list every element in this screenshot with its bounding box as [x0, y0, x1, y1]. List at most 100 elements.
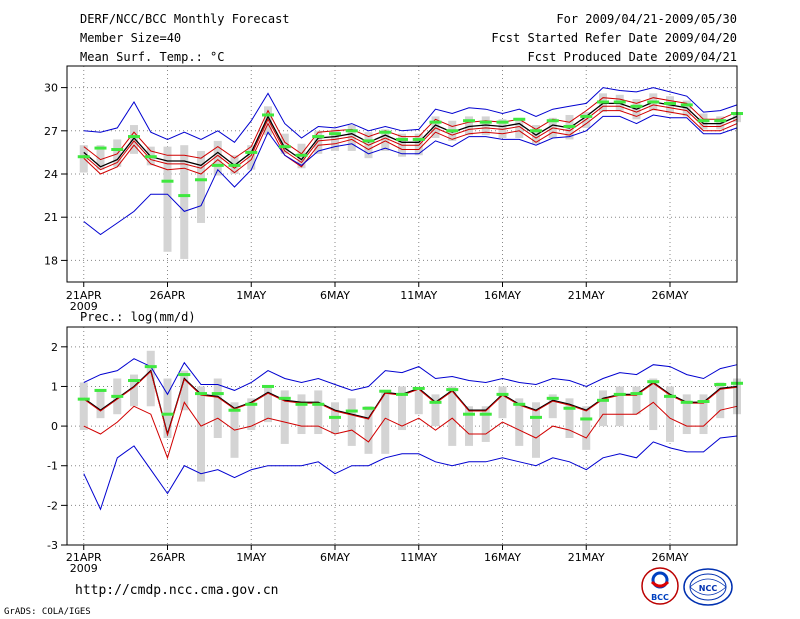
precipitation-frame [66, 326, 738, 546]
temperature-range-bar [79, 145, 88, 173]
temperature-range-bar [180, 145, 189, 259]
precipitation-xtick-label: 16MAY [484, 551, 521, 564]
precipitation-median-marker [546, 396, 559, 400]
precipitation-range-bar [649, 378, 658, 431]
precipitation-xtick-sublabel: 2009 [70, 562, 98, 575]
temperature-median-marker [144, 155, 157, 159]
precipitation-median-marker [496, 392, 509, 396]
precipitation-median-marker [647, 380, 660, 384]
temperature-range-bar [331, 129, 339, 151]
precipitation-median-marker [412, 386, 425, 390]
temperature-xtick-label: 21MAY [568, 289, 605, 302]
forecast-started-date: Fcst Started Refer Date 2009/04/20 [491, 31, 737, 45]
precipitation-median-marker [429, 400, 442, 404]
temperature-range-bar [515, 117, 524, 138]
temperature-range-bar [247, 145, 256, 170]
temperature-median-marker [446, 129, 459, 133]
precipitation-median-marker [597, 398, 609, 402]
precipitation-ytick-label: 0 [51, 420, 58, 433]
temperature-range-bar [716, 116, 725, 130]
temperature-median-marker [396, 137, 408, 141]
temperature-median-marker [496, 120, 509, 124]
temperature-median-marker [664, 101, 676, 105]
bcc-logo: BCC [641, 567, 679, 605]
precipitation-range-bar [96, 390, 105, 419]
ncc-logo: NCC [683, 568, 733, 606]
temperature-median-marker [161, 179, 174, 183]
precipitation-median-marker [446, 388, 459, 392]
temperature-median-marker [429, 120, 442, 124]
precipitation-range-bar [364, 406, 373, 454]
forecast-period: For 2009/04/21-2009/05/30 [556, 12, 737, 26]
precipitation-median-marker [697, 400, 710, 404]
precipitation-median-marker [664, 394, 676, 398]
temperature-median-marker [312, 135, 325, 139]
temperature-range-bar [163, 146, 172, 252]
precipitation-range-bar [398, 386, 406, 431]
precipitation-range-bar [448, 386, 457, 446]
temperature-series-upper-member [83, 97, 738, 161]
precipitation-range-bar [716, 382, 725, 419]
precipitation-median-marker [680, 400, 693, 404]
precipitation-series-member-line [83, 370, 738, 437]
temperature-median-marker [513, 117, 526, 121]
precipitation-median-marker [396, 392, 408, 396]
precipitation-range-bar [163, 378, 172, 438]
temperature-median-marker [278, 145, 291, 149]
temperature-median-marker [680, 103, 693, 107]
temperature-median-marker [128, 135, 140, 139]
temperature-range-bar [465, 116, 473, 136]
temperature-median-marker [345, 129, 358, 133]
temperature-ytick-label: 18 [44, 254, 58, 267]
precipitation-median-marker [128, 379, 140, 383]
temperature-median-marker [714, 119, 727, 123]
precipitation-median-marker [714, 382, 727, 386]
temperature-median-marker [178, 194, 191, 198]
temperature-series-member-line [83, 104, 738, 171]
temperature-range-bar [197, 150, 205, 223]
temperature-xtick-label: 11MAY [400, 289, 437, 302]
precipitation-series-ensemble-mean [83, 369, 738, 437]
precipitation-range-bar [682, 394, 691, 435]
precipitation-median-marker [379, 389, 392, 393]
temperature-median-marker [295, 153, 308, 157]
footer-url[interactable]: http://cmdp.ncc.cma.gov.cn [75, 583, 279, 598]
temperature-median-marker [530, 129, 542, 133]
grads-credit: GrADS: COLA/IGES [4, 607, 91, 617]
temperature-median-marker [563, 124, 576, 128]
precipitation-median-marker [295, 402, 308, 406]
precipitation-range-bar [197, 386, 205, 482]
precipitation-median-marker [144, 365, 157, 369]
temperature-range-bar [264, 106, 272, 136]
precipitation-ytick-label: -1 [47, 460, 58, 473]
temperature-xtick-label: 1MAY [236, 289, 266, 302]
precipitation-median-marker [77, 397, 90, 401]
variable-precipitation-label: Prec.: log(mm/d) [80, 310, 196, 324]
precipitation-series-lower-member [83, 401, 738, 460]
temperature-xtick-label: 26APR [150, 289, 186, 302]
precipitation-ytick-label: -3 [47, 539, 58, 552]
bcc-logo-text: BCC [651, 593, 669, 602]
precipitation-median-marker [563, 406, 576, 410]
temperature-xtick-label: 16MAY [484, 289, 521, 302]
precipitation-median-marker [111, 394, 124, 398]
temperature-range-bar [213, 140, 222, 176]
precipitation-median-marker [245, 402, 258, 406]
precipitation-median-marker [580, 417, 593, 421]
precipitation-xtick-label: 11MAY [400, 551, 437, 564]
precipitation-range-bar [347, 398, 356, 446]
precipitation-median-marker [195, 392, 207, 396]
precipitation-range-bar [314, 390, 323, 435]
precipitation-range-bar [414, 390, 423, 415]
temperature-ytick-label: 27 [44, 125, 58, 138]
precipitation-range-bar [481, 406, 490, 442]
temperature-median-marker [697, 119, 710, 123]
precipitation-xtick-label: 1MAY [236, 551, 266, 564]
precipitation-series-spread-min [83, 435, 738, 511]
temperature-series-spread-min [83, 114, 738, 236]
precipitation-median-marker [362, 406, 375, 410]
temperature-median-marker [479, 120, 492, 124]
precipitation-range-bar [280, 390, 289, 444]
